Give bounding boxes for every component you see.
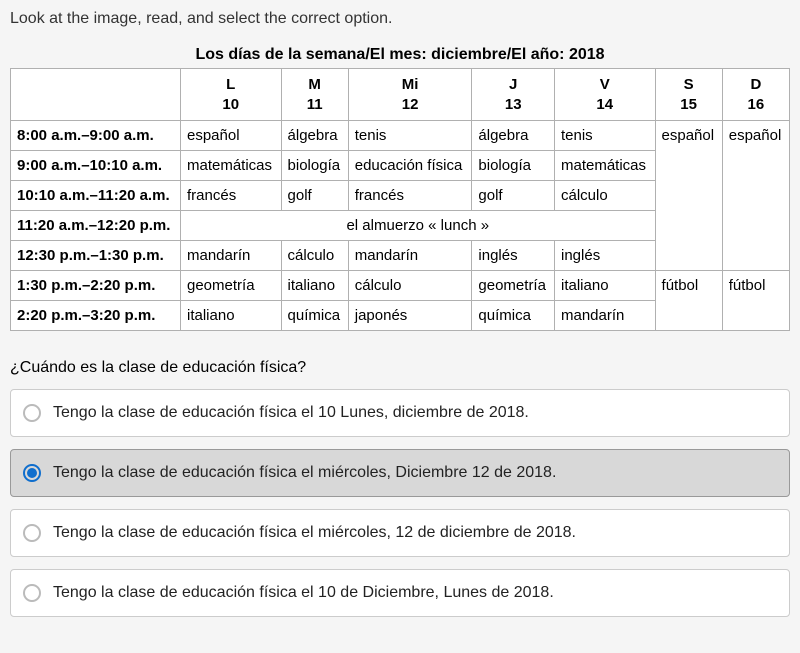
cell: italiano (555, 271, 656, 301)
options-group: Tengo la clase de educación física el 10… (10, 389, 790, 617)
cell: educación física (348, 151, 472, 181)
time-cell: 1:30 p.m.–2:20 p.m. (11, 271, 181, 301)
cell: cálculo (348, 271, 472, 301)
cell: álgebra (281, 121, 348, 151)
table-row: 1:30 p.m.–2:20 p.m. geometría italiano c… (11, 271, 790, 301)
option-label: Tengo la clase de educación física el 10… (53, 584, 554, 602)
question-text: ¿Cuándo es la clase de educación física? (10, 359, 790, 377)
cell: geometría (181, 271, 282, 301)
option-label: Tengo la clase de educación física el mi… (53, 524, 576, 542)
cell: biología (472, 151, 555, 181)
weekend-cell-sun-2: fútbol (722, 271, 789, 331)
cell: inglés (472, 241, 555, 271)
cell: italiano (181, 301, 282, 331)
day-abbrev: J (480, 75, 546, 95)
header-day-Mi: Mi12 (348, 69, 472, 121)
time-cell: 9:00 a.m.–10:10 a.m. (11, 151, 181, 181)
option-0[interactable]: Tengo la clase de educación física el 10… (10, 389, 790, 437)
header-day-V: V14 (555, 69, 656, 121)
option-1[interactable]: Tengo la clase de educación física el mi… (10, 449, 790, 497)
option-label: Tengo la clase de educación física el 10… (53, 404, 529, 422)
header-day-L: L10 (181, 69, 282, 121)
cell: matemáticas (181, 151, 282, 181)
radio-icon (23, 524, 41, 542)
cell: inglés (555, 241, 656, 271)
day-num: 12 (357, 95, 464, 115)
cell: italiano (281, 271, 348, 301)
table-row: 8:00 a.m.–9:00 a.m. español álgebra teni… (11, 121, 790, 151)
time-cell: 8:00 a.m.–9:00 a.m. (11, 121, 181, 151)
cell: tenis (555, 121, 656, 151)
header-row: L10 M11 Mi12 J13 V14 S15 D16 (11, 69, 790, 121)
option-2[interactable]: Tengo la clase de educación física el mi… (10, 509, 790, 557)
option-label: Tengo la clase de educación física el mi… (53, 464, 556, 482)
cell: geometría (472, 271, 555, 301)
radio-icon (23, 584, 41, 602)
time-cell: 2:20 p.m.–3:20 p.m. (11, 301, 181, 331)
time-cell: 10:10 a.m.–11:20 a.m. (11, 181, 181, 211)
header-day-S: S15 (655, 69, 722, 121)
day-num: 11 (290, 95, 340, 115)
time-cell: 11:20 a.m.–12:20 p.m. (11, 211, 181, 241)
cell: cálculo (555, 181, 656, 211)
header-day-D: D16 (722, 69, 789, 121)
option-3[interactable]: Tengo la clase de educación física el 10… (10, 569, 790, 617)
lunch-cell: el almuerzo « lunch » (181, 211, 656, 241)
cell: cálculo (281, 241, 348, 271)
day-num: 10 (189, 95, 273, 115)
cell: japonés (348, 301, 472, 331)
cell: francés (181, 181, 282, 211)
cell: español (181, 121, 282, 151)
cell: álgebra (472, 121, 555, 151)
cell: química (472, 301, 555, 331)
header-day-J: J13 (472, 69, 555, 121)
cell: química (281, 301, 348, 331)
day-abbrev: D (731, 75, 781, 95)
cell: matemáticas (555, 151, 656, 181)
cell: mandarín (181, 241, 282, 271)
radio-icon (23, 464, 41, 482)
cell: biología (281, 151, 348, 181)
cell: mandarín (555, 301, 656, 331)
day-abbrev: V (563, 75, 647, 95)
day-abbrev: L (189, 75, 273, 95)
day-abbrev: M (290, 75, 340, 95)
day-abbrev: Mi (357, 75, 464, 95)
table-title: Los días de la semana/El mes: diciembre/… (10, 46, 790, 64)
schedule-table: L10 M11 Mi12 J13 V14 S15 D16 8:00 a.m.–9… (10, 68, 790, 331)
cell: tenis (348, 121, 472, 151)
cell: golf (281, 181, 348, 211)
header-time (11, 69, 181, 121)
instruction-text: Look at the image, read, and select the … (10, 10, 790, 28)
cell: francés (348, 181, 472, 211)
cell: golf (472, 181, 555, 211)
weekend-cell-sun-1: español (722, 121, 789, 271)
radio-icon (23, 404, 41, 422)
day-num: 16 (731, 95, 781, 115)
day-num: 13 (480, 95, 546, 115)
weekend-cell-sat-1: español (655, 121, 722, 271)
time-cell: 12:30 p.m.–1:30 p.m. (11, 241, 181, 271)
day-num: 14 (563, 95, 647, 115)
day-abbrev: S (664, 75, 714, 95)
weekend-cell-sat-2: fútbol (655, 271, 722, 331)
day-num: 15 (664, 95, 714, 115)
cell: mandarín (348, 241, 472, 271)
header-day-M: M11 (281, 69, 348, 121)
